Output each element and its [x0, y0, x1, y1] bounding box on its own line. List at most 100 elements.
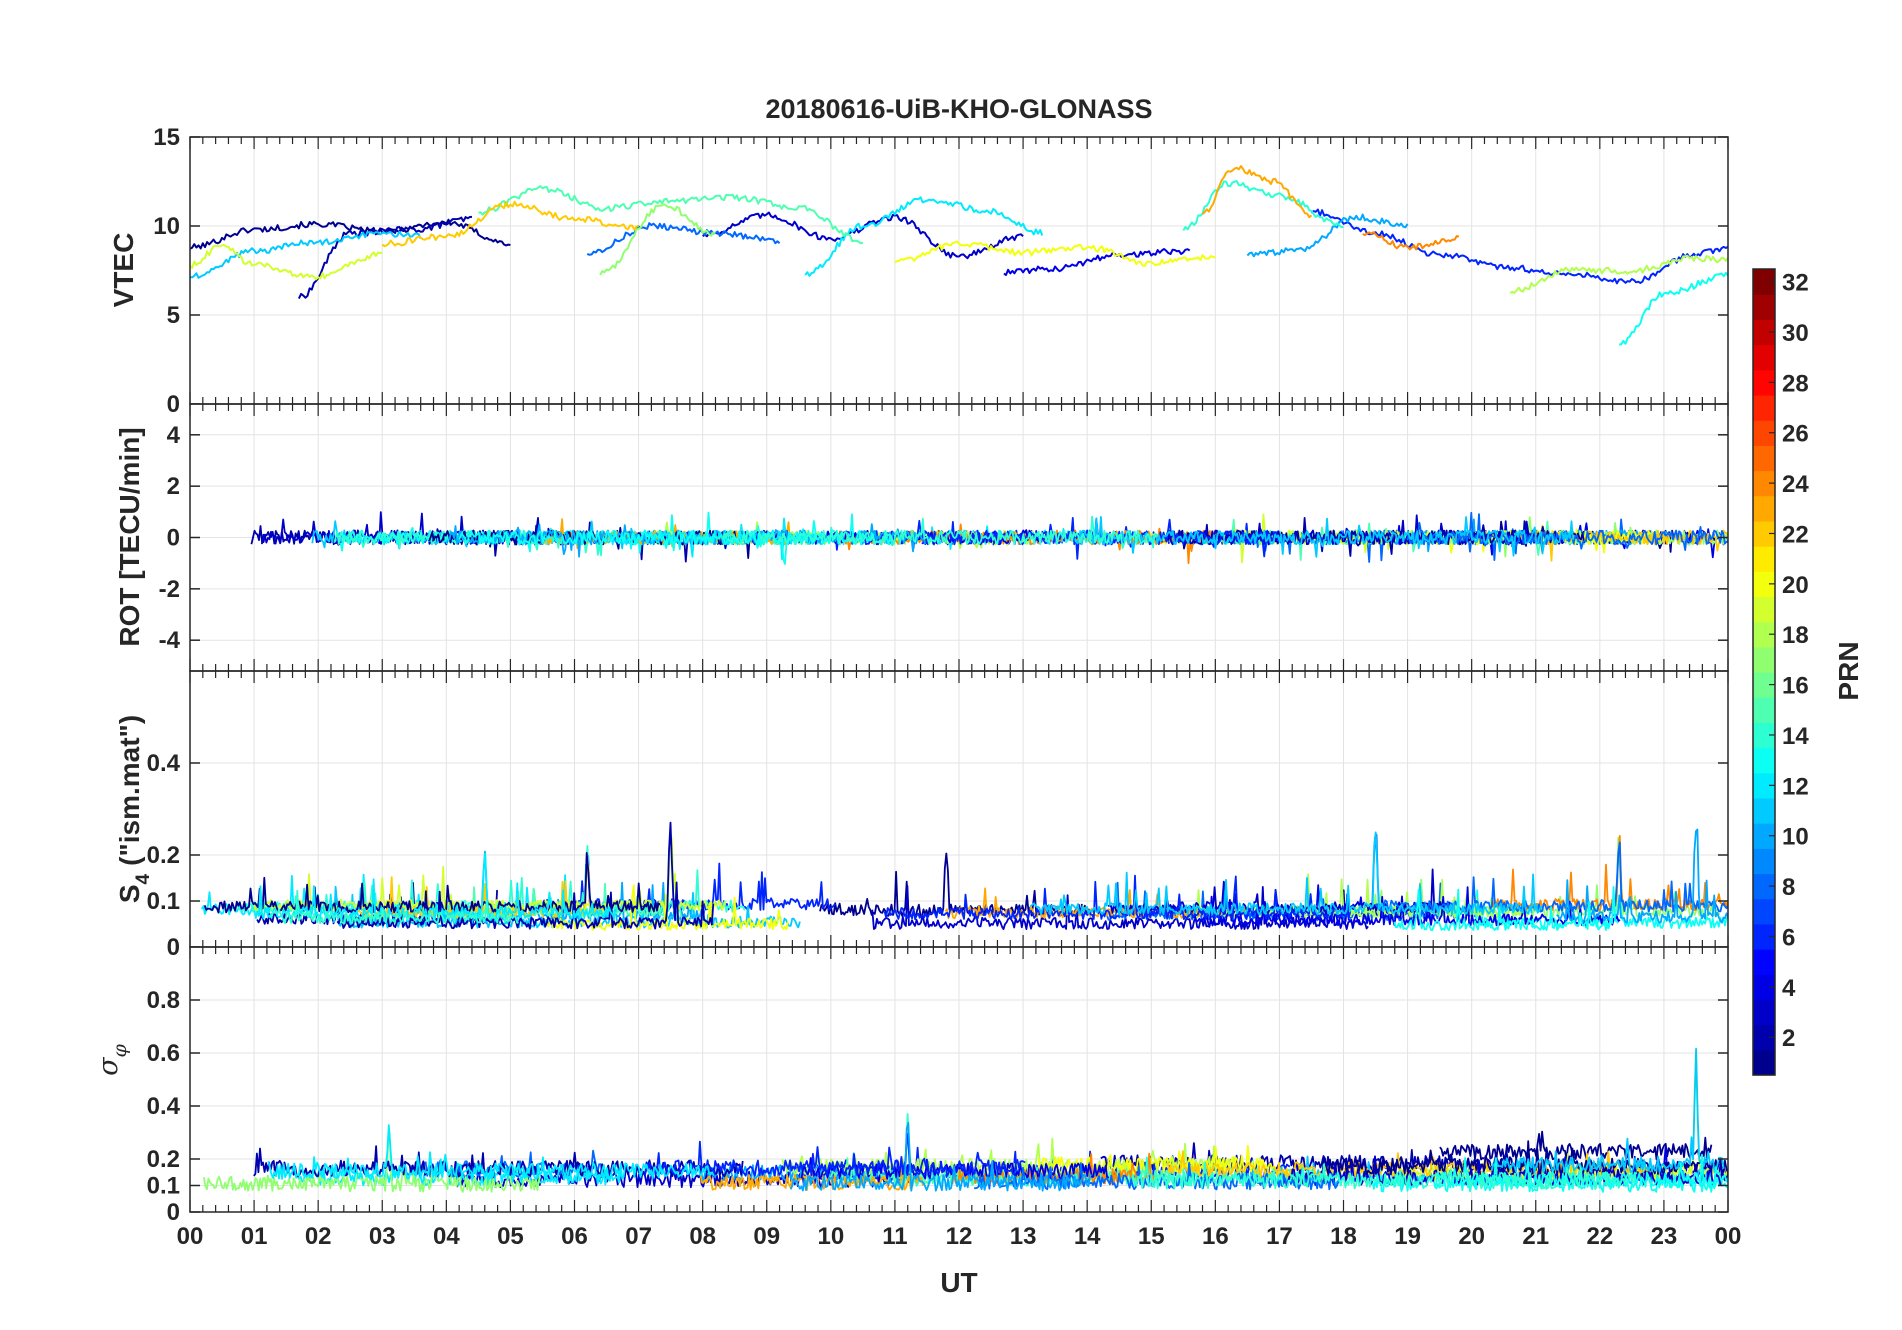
vtec-series-line [381, 200, 639, 248]
colorbar-cell [1753, 772, 1775, 799]
colorbar-cell [1753, 621, 1775, 648]
rot-series-line [1169, 517, 1585, 557]
sig-y-tick-label: 0.1 [147, 1173, 180, 1200]
sig-y-tick-label: 0.8 [147, 987, 180, 1014]
x-tick-label: 00 [1715, 1223, 1742, 1250]
s4-y-label-sub: 4 [133, 873, 154, 884]
sig-y-tick-label: 0.6 [147, 1040, 180, 1067]
sig-series-line [1282, 1155, 1728, 1186]
colorbar-cell [1753, 394, 1775, 421]
colorbar-cell [1753, 319, 1775, 346]
s4-y-tick-label: 0 [167, 934, 180, 961]
vtec-series-line [702, 211, 1024, 260]
rot-y-ticks: -4 -2 0 2 4 [159, 422, 1728, 654]
s4-series-line [871, 885, 1369, 930]
sig-y-tick-label: 0 [167, 1199, 180, 1226]
rot-y-tick-label: -2 [159, 576, 180, 603]
colorbar-cell [1753, 596, 1775, 623]
colorbar-cell [1753, 722, 1775, 749]
s4-series-line [203, 852, 661, 914]
sig-series-line [1490, 1047, 1725, 1174]
x-tick-label: 13 [1010, 1223, 1037, 1250]
rot-series-group [250, 511, 1728, 565]
x-tick-label: 21 [1522, 1223, 1549, 1250]
colorbar-cell [1753, 571, 1775, 598]
colorbar-cell [1753, 873, 1775, 900]
x-tick-label: 17 [1266, 1223, 1293, 1250]
colorbar-tick-label: 16 [1782, 673, 1809, 700]
colorbar-cell [1753, 999, 1775, 1026]
colorbar-cell [1753, 445, 1775, 472]
colorbar-cell [1753, 470, 1775, 497]
sigma-phi-y-label: σφ [93, 1043, 131, 1075]
rot-y-label: ROT [TECU/min] [114, 427, 145, 646]
x-tick-labels: 00 01 02 03 04 05 06 07 08 09 10 11 12 13 14 15 16 17 18 19… [177, 1223, 1742, 1250]
x-tick-label: 06 [561, 1223, 588, 1250]
vtec-series-line [1003, 248, 1191, 276]
rot-series-line [722, 515, 1159, 549]
vtec-series-line [190, 230, 422, 279]
sigma-phi-y-ticks: 00.10.2 0.4 0.6 0.8 [147, 987, 1728, 1226]
s4-series-line [1192, 886, 1621, 927]
s4-y-label-main: S [114, 884, 145, 903]
vtec-series-line [1246, 213, 1409, 258]
colorbar-tick-label: 20 [1782, 572, 1809, 599]
vtec-series-line [190, 244, 383, 281]
sigma-phi-y-label-sub: φ [109, 1043, 131, 1057]
vtec-panel: 0 5 10 15 VTEC [108, 124, 1729, 418]
colorbar-tick-label: 30 [1782, 320, 1809, 347]
s4-series-line [1393, 886, 1619, 932]
colorbar-tick-label: 24 [1782, 471, 1809, 498]
colorbar-cell [1753, 420, 1775, 446]
s4-y-tick-label: 0.4 [147, 750, 181, 777]
vtec-series-line [1201, 165, 1313, 219]
x-tick-label: 03 [369, 1223, 396, 1250]
x-tick-label: 09 [753, 1223, 780, 1250]
colorbar-cell [1753, 949, 1775, 975]
colorbar-cell [1753, 823, 1775, 849]
colorbar-cell [1753, 294, 1775, 320]
colorbar-cell [1753, 269, 1775, 295]
sig-series-line [267, 1124, 715, 1180]
x-tick-label: 23 [1651, 1223, 1678, 1250]
axes-frames [189, 136, 1729, 1213]
colorbar-tick-label: 32 [1782, 270, 1809, 297]
vtec-series-line [804, 196, 1044, 277]
x-tick-label: 18 [1330, 1223, 1357, 1250]
x-tick-label: 08 [689, 1223, 716, 1250]
sig-series-line [1135, 1156, 1638, 1190]
rot-y-tick-label: -4 [159, 627, 181, 654]
colorbar-tick-label: 22 [1782, 521, 1809, 548]
vtec-series-line [478, 185, 864, 245]
colorbar-cell [1753, 546, 1775, 572]
colorbar-cell [1753, 495, 1775, 522]
s4-series-line [1556, 828, 1728, 924]
sig-y-tick-label: 0.4 [147, 1093, 181, 1120]
s4-y-label-rest: ("ism.mat") [114, 715, 145, 866]
x-tick-label: 20 [1458, 1223, 1485, 1250]
colorbar-tick-label: 10 [1782, 824, 1809, 851]
colorbar-cell [1753, 974, 1775, 1001]
x-tick-label: 02 [305, 1223, 332, 1250]
sigma-phi-y-label-main: σ [93, 1056, 124, 1076]
colorbar-tick-label: 14 [1782, 723, 1809, 750]
x-tick-label: 10 [817, 1223, 844, 1250]
vtec-series-line [1362, 231, 1460, 251]
colorbar-tick-label: 26 [1782, 421, 1809, 448]
x-tick-label: 01 [241, 1223, 268, 1250]
colorbar-frame [1752, 268, 1776, 1076]
x-tick-label: 00 [177, 1223, 204, 1250]
sigma-phi-panel: 00.10.2 0.4 0.6 0.8 σφ [93, 947, 1729, 1226]
rot-y-tick-label: 4 [167, 422, 181, 449]
vtec-y-tick-label: 5 [167, 302, 180, 329]
s4-series-group [201, 821, 1728, 932]
colorbar-cell [1753, 1024, 1775, 1051]
colorbar-cell [1753, 697, 1775, 723]
colorbar-cell [1753, 646, 1775, 673]
x-tick-label: 05 [497, 1223, 524, 1250]
vtec-y-label: VTEC [108, 233, 139, 308]
vtec-series-line [1182, 180, 1344, 232]
vtec-series-line [894, 240, 1216, 267]
x-tick-label: 16 [1202, 1223, 1229, 1250]
